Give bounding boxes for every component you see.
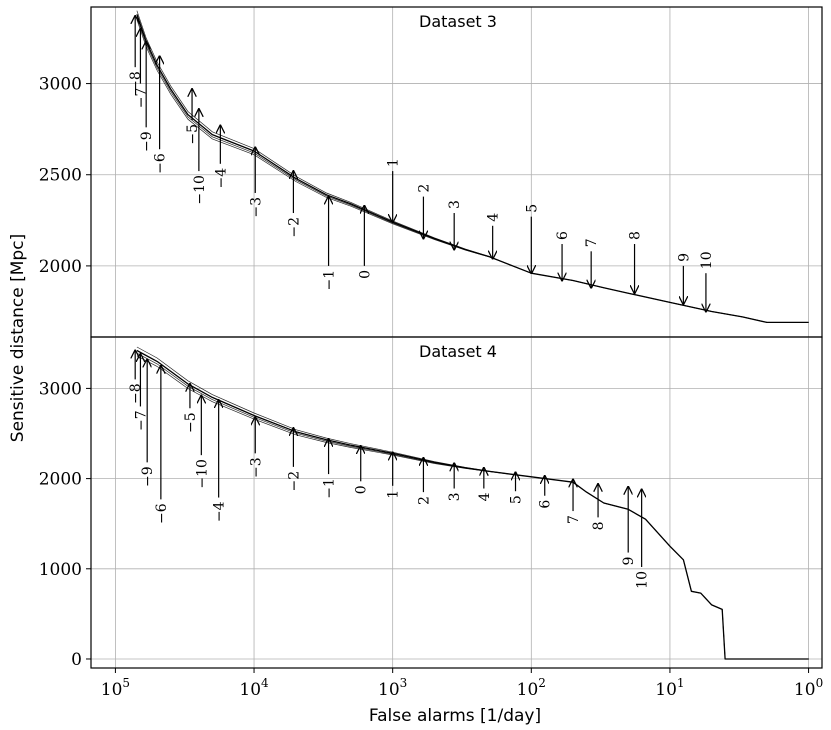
x-tick-exponent: 5 <box>122 676 130 690</box>
arrow-label: 7 <box>584 238 600 247</box>
arrow-label: −1 <box>322 478 338 499</box>
panel-frame <box>90 336 823 669</box>
series-line <box>136 349 809 660</box>
arrow-label: 1 <box>386 490 402 499</box>
arrow-label: 10 <box>699 251 715 269</box>
arrow-label: −10 <box>192 175 208 205</box>
series-line-replica <box>136 352 809 660</box>
arrow-label: −7 <box>133 88 149 109</box>
x-axis: 105 104 103 102 101 100 <box>101 668 823 700</box>
arrow-label: 1 <box>386 158 402 167</box>
x-tick-exponent: 2 <box>538 676 546 690</box>
x-tick-exponent: 1 <box>677 676 685 690</box>
x-tick-label: 101 <box>655 676 684 700</box>
arrow-label: 2 <box>416 496 432 505</box>
panel-title: Dataset 3 <box>419 12 497 31</box>
panel-title: Dataset 4 <box>419 342 497 361</box>
arrow-label: 9 <box>621 557 637 566</box>
x-tick-base: 10 <box>794 680 816 700</box>
arrow-label: −9 <box>139 131 155 152</box>
arrow-label: 6 <box>555 231 571 240</box>
y-tick-label: 0 <box>71 650 82 670</box>
arrow-label: 2 <box>416 184 432 193</box>
y-tick-label: 3000 <box>39 75 82 95</box>
arrow-label: −5 <box>185 124 201 145</box>
series-line-replica <box>136 19 809 323</box>
x-tick-base: 10 <box>517 680 539 700</box>
arrow-label: 9 <box>676 253 692 262</box>
series-line-replica <box>136 10 809 323</box>
y-tick-label: 3000 <box>39 379 82 399</box>
x-tick-base: 10 <box>239 680 261 700</box>
y-tick-label: 1000 <box>39 560 82 580</box>
arrow-label: −2 <box>286 217 302 238</box>
x-tick-exponent: 0 <box>816 676 824 690</box>
x-tick-label: 104 <box>239 676 269 700</box>
x-tick-label: 102 <box>517 676 546 700</box>
arrow-label: 0 <box>357 270 373 279</box>
arrow-label: −9 <box>140 466 156 487</box>
x-tick-exponent: 4 <box>261 676 269 690</box>
arrow-label: 0 <box>354 485 370 494</box>
x-tick-label: 103 <box>378 676 407 700</box>
x-axis-title: False alarms [1/day] <box>369 706 541 726</box>
series-line-replica <box>136 16 809 323</box>
arrow-label: −1 <box>322 270 338 291</box>
arrow-label: −2 <box>286 471 302 492</box>
x-tick-label: 105 <box>101 676 130 700</box>
x-tick-label: 100 <box>794 676 823 700</box>
arrow-label: −3 <box>248 197 264 218</box>
arrow-label: −4 <box>212 501 228 522</box>
arrow-label: −3 <box>248 457 264 478</box>
y-tick-label: 2500 <box>39 166 82 186</box>
series-line-replica <box>136 346 809 660</box>
y-tick-label: 2000 <box>39 470 82 490</box>
arrow-label: 5 <box>509 495 525 504</box>
arrow-label: 4 <box>477 492 493 501</box>
arrow-label: −6 <box>154 503 170 524</box>
x-tick-base: 10 <box>655 680 677 700</box>
arrow-label: 6 <box>538 500 554 509</box>
arrow-label: 5 <box>524 204 540 213</box>
x-tick-exponent: 3 <box>400 676 408 690</box>
arrow-label: −7 <box>133 410 149 431</box>
panel-frame <box>90 6 823 338</box>
arrow-label: 10 <box>635 571 651 589</box>
series-line <box>136 14 809 324</box>
arrow-label: 8 <box>591 521 607 530</box>
x-tick-base: 10 <box>101 680 123 700</box>
arrow-label: −8 <box>128 383 144 404</box>
arrow-label: 3 <box>447 200 463 209</box>
series-line-replica <box>136 355 809 660</box>
arrow-label: 4 <box>486 213 502 222</box>
arrow-label: 8 <box>628 231 644 240</box>
arrow-label: −5 <box>183 412 199 433</box>
arrow-label: 3 <box>447 493 463 502</box>
y-axis-title: Sensitive distance [Mpc] <box>8 234 28 442</box>
arrow-label: −6 <box>153 153 169 174</box>
arrow-label: −4 <box>213 168 229 189</box>
x-tick-base: 10 <box>378 680 400 700</box>
y-tick-label: 2000 <box>39 257 82 277</box>
arrow-label: 7 <box>566 515 582 524</box>
arrow-label: −10 <box>194 459 210 489</box>
